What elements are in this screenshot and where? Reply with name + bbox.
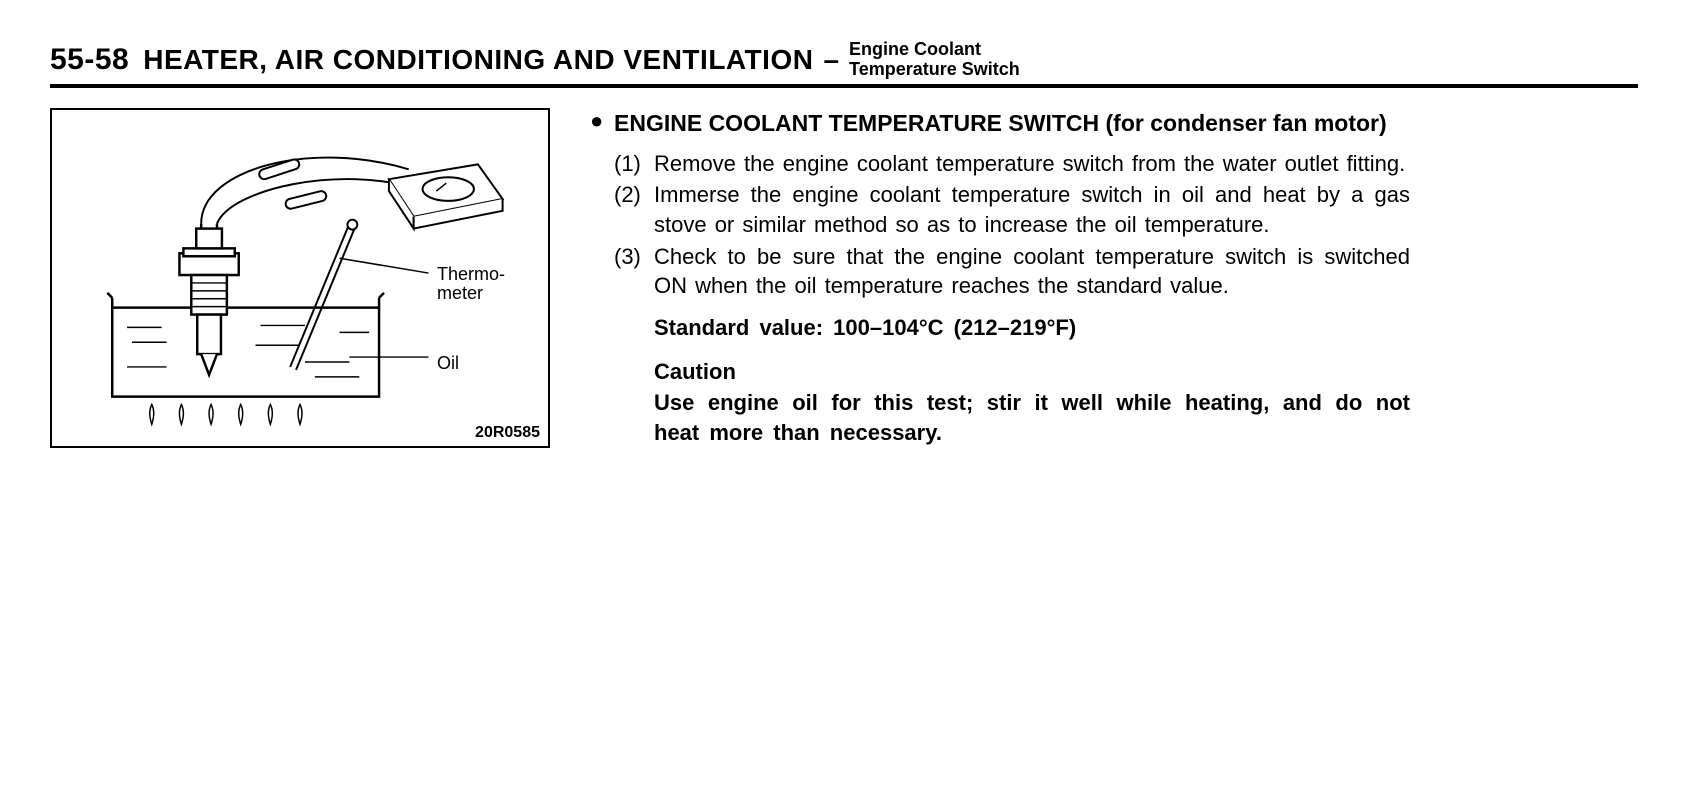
label-thermo-l2: meter — [437, 283, 483, 303]
step-text: Check to be sure that the engine coolant… — [654, 242, 1410, 301]
title-separator: – — [823, 44, 839, 76]
step-number: (2) — [614, 180, 654, 239]
step-number: (1) — [614, 149, 654, 179]
content-row: Thermo- meter Oil 20R0585 ● ENGINE COOLA… — [50, 108, 1638, 448]
subtitle-line-1: Engine Coolant — [849, 40, 1020, 60]
standard-value-line: Standard value: 100–104°C (212–219°F) — [590, 313, 1410, 343]
figure-diagram: Thermo- meter Oil 20R0585 — [50, 108, 550, 448]
standard-value-label: Standard value: — [654, 315, 823, 340]
label-thermometer: Thermo- meter — [437, 265, 505, 305]
page-header: 55-58 HEATER, AIR CONDITIONING AND VENTI… — [50, 40, 1638, 88]
section-title: HEATER, AIR CONDITIONING AND VENTILATION — [143, 44, 813, 76]
label-oil: Oil — [437, 353, 459, 374]
heading-text: ENGINE COOLANT TEMPERATURE SWITCH (for c… — [614, 108, 1410, 139]
figure-code: 20R0585 — [475, 424, 540, 442]
instruction-column: ● ENGINE COOLANT TEMPERATURE SWITCH (for… — [590, 108, 1410, 448]
label-thermo-l1: Thermo- — [437, 264, 505, 284]
step-item: (3) Check to be sure that the engine coo… — [614, 242, 1410, 301]
caution-body: Use engine oil for this test; stir it we… — [590, 388, 1410, 447]
section-subtitle: Engine Coolant Temperature Switch — [849, 40, 1020, 80]
bullet-icon: ● — [590, 108, 614, 134]
step-item: (2) Immerse the engine coolant temperatu… — [614, 180, 1410, 239]
page-number: 55-58 — [50, 43, 129, 77]
standard-value-text: 100–104°C (212–219°F) — [833, 315, 1076, 340]
step-list: (1) Remove the engine coolant temperatur… — [590, 149, 1410, 301]
section-heading: ● ENGINE COOLANT TEMPERATURE SWITCH (for… — [590, 108, 1410, 139]
subtitle-line-2: Temperature Switch — [849, 60, 1020, 80]
step-text: Immerse the engine coolant temperature s… — [654, 180, 1410, 239]
step-text: Remove the engine coolant temperature sw… — [654, 149, 1410, 179]
step-item: (1) Remove the engine coolant temperatur… — [614, 149, 1410, 179]
step-number: (3) — [614, 242, 654, 301]
caution-heading: Caution — [590, 357, 1410, 387]
